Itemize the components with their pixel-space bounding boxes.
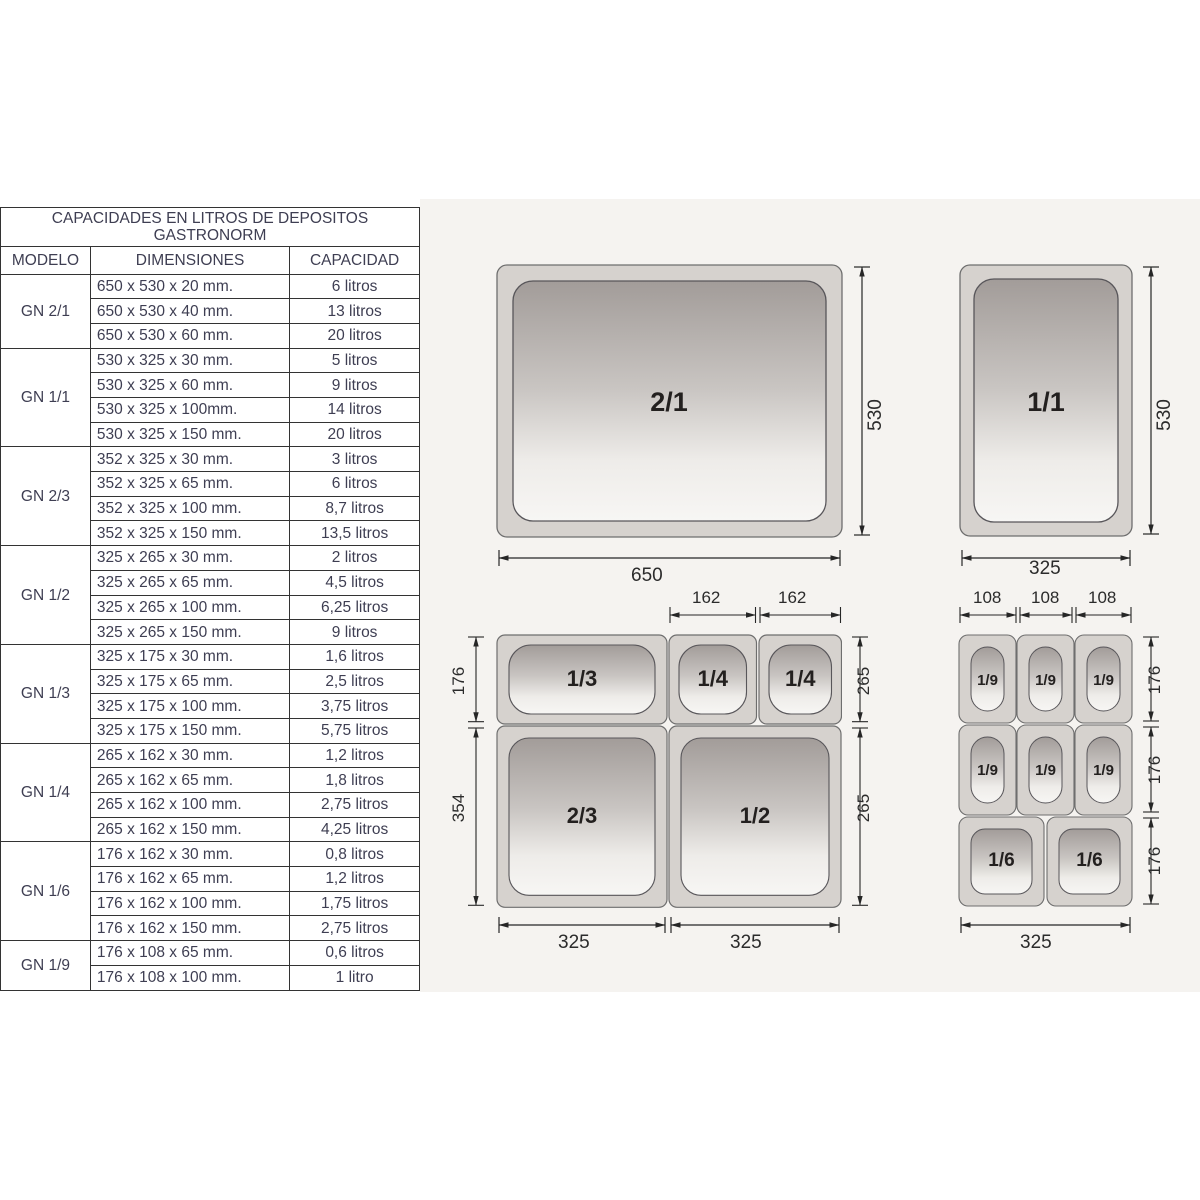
svg-text:1/4: 1/4 (784, 666, 815, 691)
svg-text:354: 354 (452, 794, 468, 822)
svg-text:176: 176 (452, 667, 468, 695)
svg-text:2/3: 2/3 (567, 803, 598, 828)
svg-text:265: 265 (857, 667, 873, 695)
svg-text:265: 265 (857, 794, 873, 822)
svg-text:1/6: 1/6 (1076, 850, 1102, 871)
svg-text:1/9: 1/9 (977, 672, 998, 689)
svg-text:1/1: 1/1 (1027, 387, 1065, 417)
svg-text:1/9: 1/9 (1093, 762, 1114, 779)
svg-text:176: 176 (1148, 756, 1164, 784)
svg-text:1/9: 1/9 (1035, 762, 1056, 779)
svg-text:1/6: 1/6 (988, 850, 1014, 871)
svg-text:1/9: 1/9 (977, 762, 998, 779)
svg-text:2/1: 2/1 (650, 387, 688, 417)
svg-text:176: 176 (1148, 847, 1164, 875)
svg-text:1/4: 1/4 (697, 666, 728, 691)
svg-text:530: 530 (866, 399, 886, 431)
svg-text:176: 176 (1148, 666, 1164, 694)
svg-text:530: 530 (1155, 399, 1175, 431)
svg-text:1/3: 1/3 (567, 666, 598, 691)
svg-text:1/9: 1/9 (1035, 672, 1056, 689)
svg-text:1/2: 1/2 (740, 803, 771, 828)
svg-text:1/9: 1/9 (1093, 672, 1114, 689)
